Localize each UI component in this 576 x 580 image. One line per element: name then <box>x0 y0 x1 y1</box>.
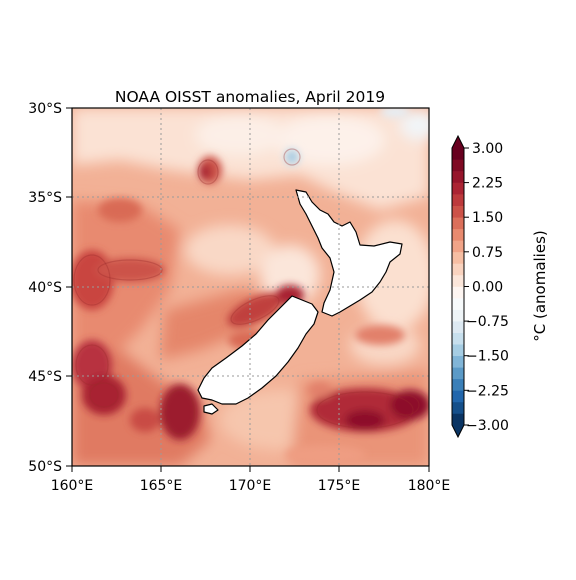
colorbar-segment <box>452 401 464 414</box>
lon-label: 170°E <box>229 478 272 494</box>
colorbar-tick-label: 1.50 <box>472 210 503 226</box>
colorbar-segment <box>452 194 464 207</box>
colorbar-segment <box>452 217 464 230</box>
new-zealand-landmass <box>197 189 403 415</box>
colorbar-tick-label: −1.50 <box>466 349 509 365</box>
latitude-axis: 30°S 35°S 40°S 45°S 50°S <box>28 101 72 475</box>
colorbar-segment <box>452 228 464 241</box>
anomaly-field <box>72 108 429 466</box>
colorbar-tick-label: 0.00 <box>472 280 503 296</box>
lat-label: 35°S <box>28 190 62 206</box>
colorbar-tick-label: −3.00 <box>466 418 509 434</box>
colorbar-segment <box>452 298 464 310</box>
colorbar-segment <box>452 355 464 368</box>
colorbar-label: °C (anomalies) <box>531 230 549 342</box>
colorbar-segment <box>452 367 464 380</box>
colorbar-segment <box>452 274 464 287</box>
colorbar-segment <box>452 205 464 218</box>
colorbar-segment <box>452 263 464 276</box>
longitude-axis: 160°E 165°E 170°E 175°E 180°E <box>51 466 451 494</box>
colorbar-segment <box>452 390 464 403</box>
colorbar-segment <box>452 344 464 357</box>
colorbar-segment <box>452 251 464 264</box>
colorbar-segment <box>452 240 464 253</box>
colorbar-segment <box>452 171 464 183</box>
colorbar-segment <box>452 413 464 426</box>
lat-label: 50°S <box>28 459 62 475</box>
colorbar-segment <box>452 286 464 299</box>
colorbar-segment <box>452 321 464 333</box>
lat-label: 40°S <box>28 280 62 296</box>
colorbar-tick-label: 3.00 <box>472 141 503 157</box>
lon-label: 180°E <box>408 478 451 494</box>
colorbar-tick-label: 0.75 <box>472 245 503 261</box>
colorbar-segment <box>452 378 464 391</box>
colorbar-segment <box>452 309 464 322</box>
lat-label: 45°S <box>28 369 62 385</box>
colorbar-tick-label: −0.75 <box>466 314 509 330</box>
colorbar-segment <box>452 148 464 160</box>
north-island <box>295 189 403 317</box>
colorbar-tick-label: −2.25 <box>466 383 509 399</box>
colorbar-extend-max <box>452 136 464 148</box>
colorbar-tick-label: 2.25 <box>472 176 503 192</box>
lat-label: 30°S <box>28 101 62 117</box>
map-title: NOAA OISST anomalies, April 2019 <box>115 88 385 106</box>
colorbar-segment <box>452 332 464 345</box>
lon-label: 160°E <box>51 478 94 494</box>
lon-label: 165°E <box>140 478 183 494</box>
stewart-island <box>203 403 219 415</box>
colorbar: 3.00 2.25 1.50 0.75 0.00 −0.75 −1.50 −2.… <box>451 134 549 439</box>
colorbar-segment <box>452 159 464 172</box>
lon-label: 175°E <box>318 478 361 494</box>
colorbar-segment <box>452 182 464 195</box>
colorbar-segments <box>452 136 464 437</box>
colorbar-extend-min <box>452 425 464 437</box>
south-island <box>197 295 319 405</box>
